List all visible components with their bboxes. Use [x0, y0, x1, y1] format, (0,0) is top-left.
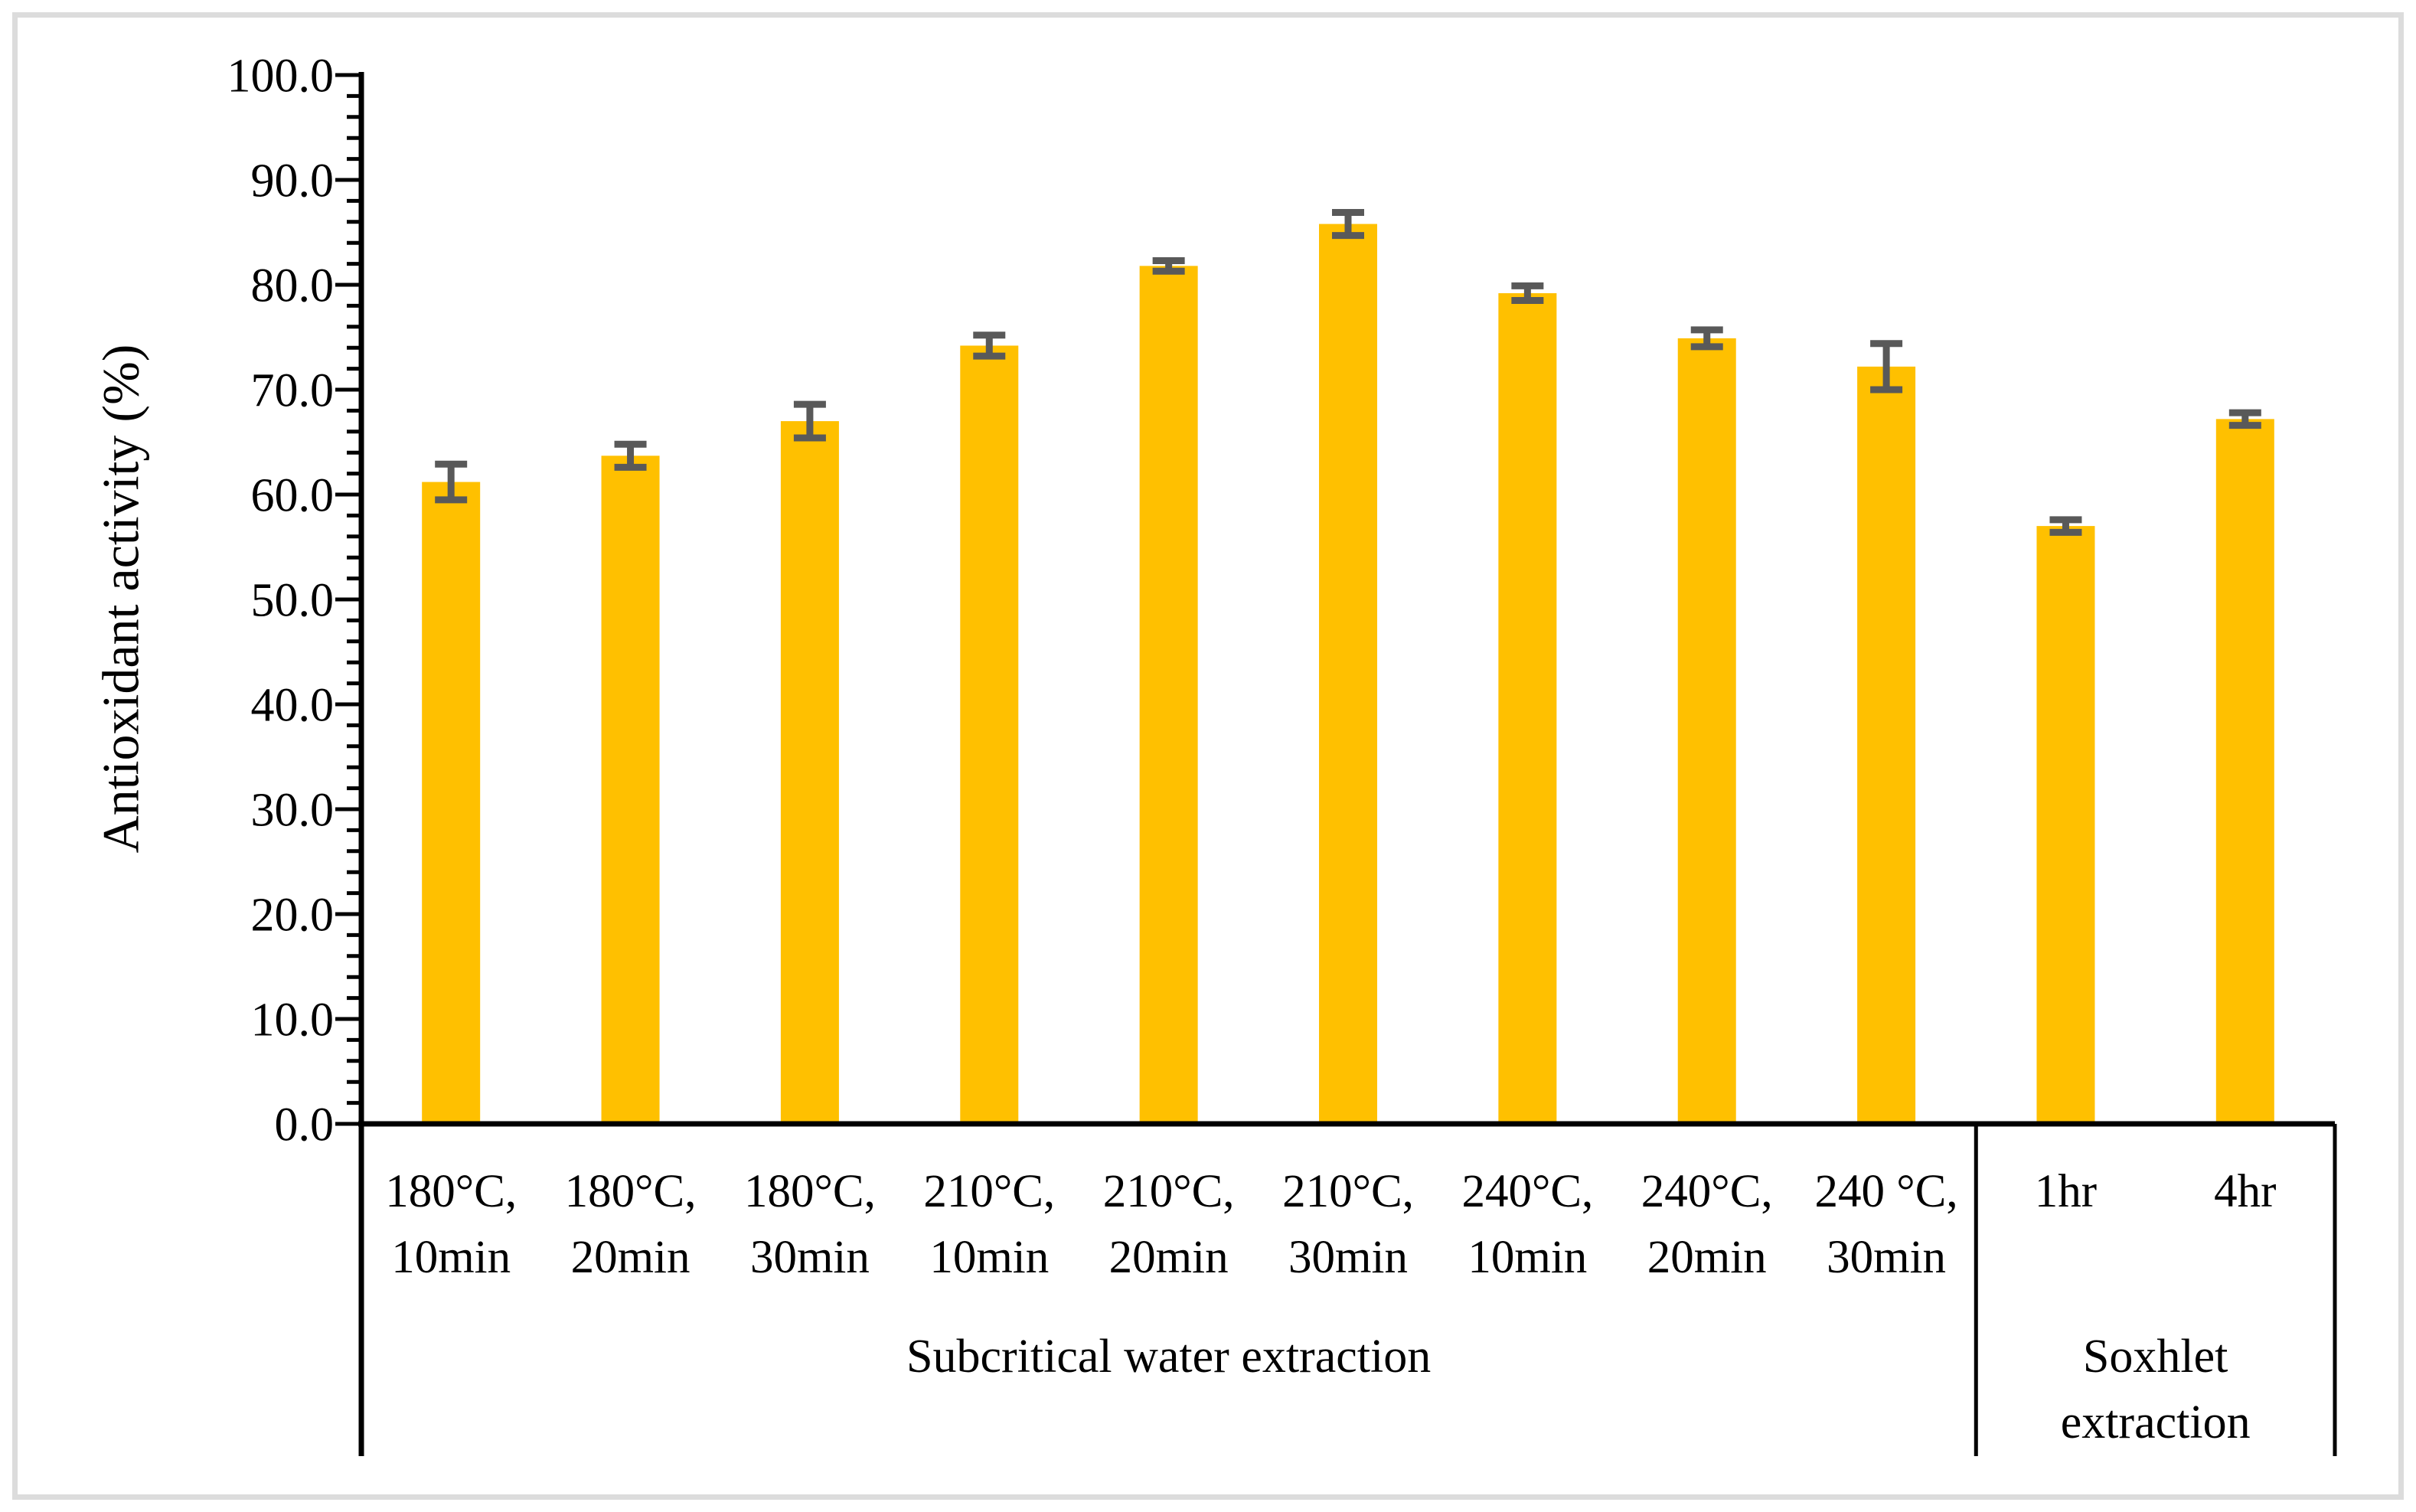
category-label-line2: 10min [929, 1232, 1049, 1283]
bar [2036, 526, 2095, 1124]
bar [960, 345, 1019, 1125]
bar [780, 421, 839, 1124]
category-label-line2: 10min [391, 1232, 511, 1283]
category-label-line2: 30min [1827, 1232, 1946, 1283]
category-label-line1: 180°C, [565, 1166, 697, 1217]
y-tick-label: 10.0 [251, 994, 335, 1047]
y-tick-label: 20.0 [251, 890, 335, 942]
category-label-line2: 20min [1109, 1232, 1229, 1283]
category-label-line1: 1hr [2035, 1166, 2097, 1217]
category-label-line1: 180°C, [744, 1166, 876, 1217]
y-tick-label: 90.0 [251, 155, 335, 207]
category-label-line1: 210°C, [1103, 1166, 1235, 1217]
y-tick-label: 40.0 [251, 680, 335, 732]
y-tick-label: 70.0 [251, 365, 335, 417]
bar [1498, 292, 1557, 1125]
y-tick-label: 0.0 [275, 1099, 335, 1151]
category-label-line1: 180°C, [385, 1166, 517, 1217]
bar [1857, 366, 1916, 1124]
y-tick-label: 80.0 [251, 260, 335, 312]
category-label-line2: 20min [571, 1232, 691, 1283]
group-label: extraction [2061, 1396, 2251, 1448]
group-label: Subcritical water extraction [906, 1331, 1431, 1383]
category-label-line2: 30min [1288, 1232, 1408, 1283]
category-label-line1: 240 °C, [1815, 1166, 1958, 1217]
bar [1677, 338, 1736, 1124]
category-label-line2: 30min [750, 1232, 870, 1283]
bar [2215, 419, 2274, 1124]
category-label-line2: 10min [1468, 1232, 1587, 1283]
y-tick-label: 30.0 [251, 785, 335, 837]
bar [1139, 266, 1198, 1125]
group-label: Soxhlet [2083, 1331, 2228, 1383]
category-label-line1: 240°C, [1641, 1166, 1773, 1217]
category-label-line2: 20min [1647, 1232, 1767, 1283]
y-tick-label: 60.0 [251, 470, 335, 522]
category-label-line1: 240°C, [1461, 1166, 1593, 1217]
y-tick-label: 100.0 [227, 51, 335, 103]
bar [1319, 224, 1377, 1124]
y-tick-label: 50.0 [251, 575, 335, 627]
category-label-line1: 210°C, [1282, 1166, 1414, 1217]
category-label-line1: 4hr [2214, 1166, 2276, 1217]
bar [422, 482, 481, 1124]
bar [601, 456, 660, 1124]
category-label-line1: 210°C, [923, 1166, 1055, 1217]
